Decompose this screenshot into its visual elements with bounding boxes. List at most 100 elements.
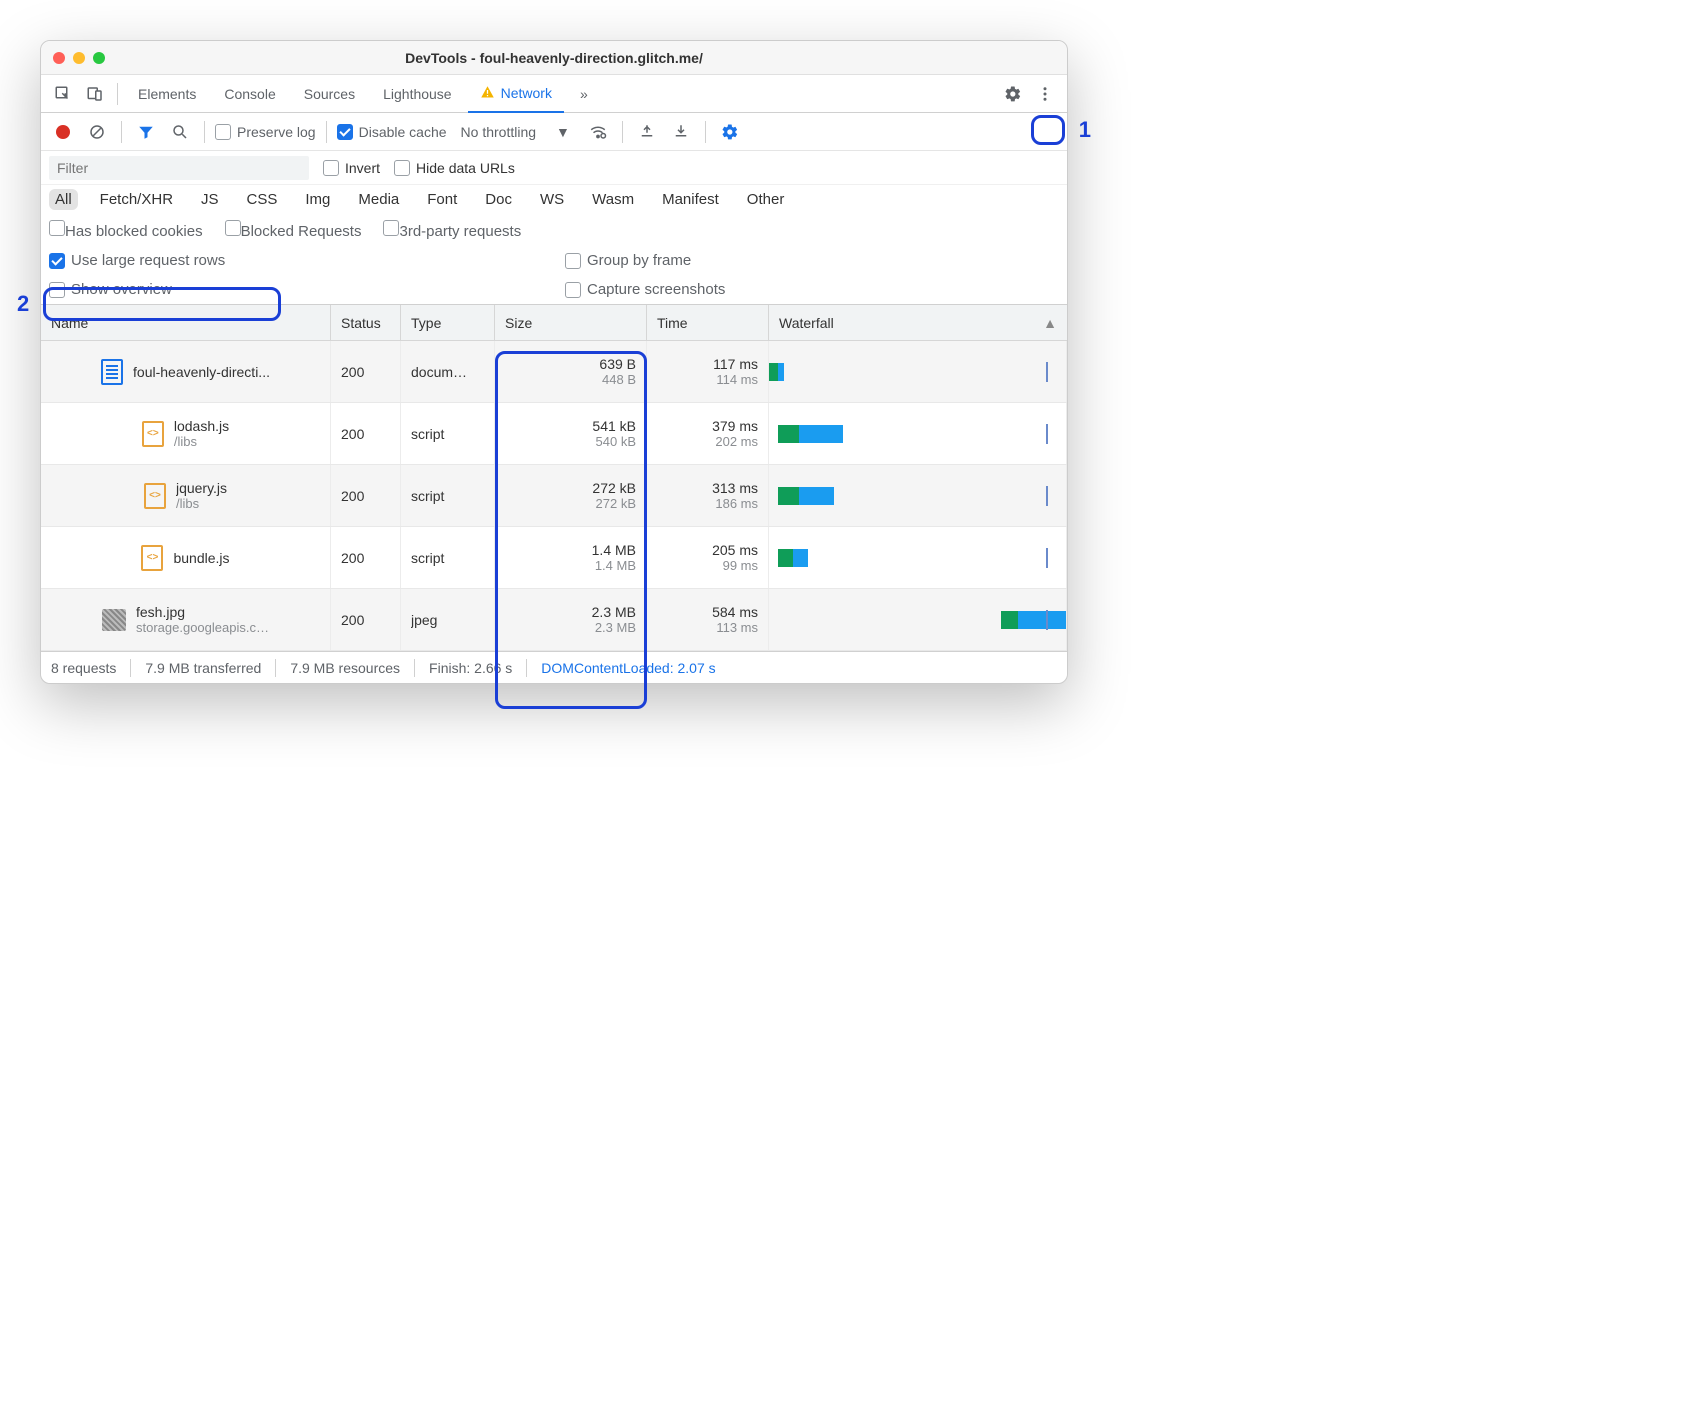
group-by-frame-input[interactable] — [565, 253, 581, 269]
large-rows-input[interactable] — [49, 253, 65, 269]
hide-data-urls-label: Hide data URLs — [416, 160, 515, 176]
col-name[interactable]: Name — [41, 305, 331, 340]
filter-icon[interactable] — [132, 118, 160, 146]
cell-status: 200 — [331, 527, 401, 588]
third-party-checkbox[interactable]: 3rd-party requests — [383, 220, 521, 240]
preserve-log-input[interactable] — [215, 124, 231, 140]
col-status[interactable]: Status — [331, 305, 401, 340]
col-waterfall[interactable]: Waterfall▲ — [769, 305, 1067, 340]
export-har-icon[interactable] — [667, 118, 695, 146]
hide-data-urls-input[interactable] — [394, 160, 410, 176]
dcl-marker — [1046, 548, 1048, 568]
tab-elements[interactable]: Elements — [126, 75, 208, 113]
cell-type: script — [401, 465, 495, 526]
status-transferred: 7.9 MB transferred — [145, 660, 261, 676]
table-body: foul-heavenly-directi...200docum…639 B44… — [41, 341, 1067, 651]
script-icon: <> — [144, 483, 166, 509]
status-finish: Finish: 2.66 s — [429, 660, 512, 676]
dcl-marker — [1046, 610, 1048, 630]
invert-input[interactable] — [323, 160, 339, 176]
clear-icon[interactable] — [83, 118, 111, 146]
settings-icon[interactable] — [999, 80, 1027, 108]
capture-screenshots-input[interactable] — [565, 282, 581, 298]
close-window-button[interactable] — [53, 52, 65, 64]
blocked-cookies-checkbox[interactable]: Has blocked cookies — [49, 220, 203, 240]
disable-cache-input[interactable] — [337, 124, 353, 140]
tab-network[interactable]: Network — [468, 75, 564, 113]
col-time[interactable]: Time — [647, 305, 769, 340]
chip-media[interactable]: Media — [352, 189, 405, 210]
tabs-overflow[interactable]: » — [568, 75, 600, 113]
tab-label: Network — [501, 85, 552, 101]
throttling-select[interactable]: No throttling ▼ — [453, 124, 578, 140]
chip-img[interactable]: Img — [299, 189, 336, 210]
chip-doc[interactable]: Doc — [479, 189, 518, 210]
more-icon[interactable] — [1031, 80, 1059, 108]
tab-sources[interactable]: Sources — [292, 75, 367, 113]
tab-label: Lighthouse — [383, 86, 452, 102]
blocked-cookies-input[interactable] — [49, 220, 65, 236]
chip-manifest[interactable]: Manifest — [656, 189, 725, 210]
col-type[interactable]: Type — [401, 305, 495, 340]
request-path: /libs — [174, 434, 229, 449]
zoom-window-button[interactable] — [93, 52, 105, 64]
col-label: Size — [505, 315, 532, 331]
tab-lighthouse[interactable]: Lighthouse — [371, 75, 464, 113]
device-mode-icon[interactable] — [81, 80, 109, 108]
capture-screenshots-checkbox[interactable]: Capture screenshots — [565, 281, 725, 298]
col-label: Waterfall — [779, 315, 834, 331]
hide-data-urls-checkbox[interactable]: Hide data URLs — [394, 160, 515, 176]
divider — [121, 121, 122, 143]
third-party-input[interactable] — [383, 220, 399, 236]
blocked-requests-input[interactable] — [225, 220, 241, 236]
record-button[interactable] — [49, 118, 77, 146]
tab-console[interactable]: Console — [212, 75, 287, 113]
network-settings-icon[interactable] — [716, 118, 744, 146]
chip-ws[interactable]: WS — [534, 189, 570, 210]
import-har-icon[interactable] — [633, 118, 661, 146]
blocked-requests-checkbox[interactable]: Blocked Requests — [225, 220, 362, 240]
show-overview-label: Show overview — [71, 281, 172, 298]
status-dcl: DOMContentLoaded: 2.07 s — [541, 660, 715, 676]
network-settings-row-2: Show overview Capture screenshots — [41, 275, 1067, 304]
show-overview-checkbox[interactable]: Show overview — [49, 281, 172, 298]
table-row[interactable]: <>bundle.js200script1.4 MB1.4 MB205 ms99… — [41, 527, 1067, 589]
show-overview-input[interactable] — [49, 282, 65, 298]
invert-checkbox[interactable]: Invert — [323, 160, 380, 176]
throttling-value: No throttling — [461, 124, 536, 140]
group-by-frame-checkbox[interactable]: Group by frame — [565, 252, 691, 269]
large-rows-checkbox[interactable]: Use large request rows — [49, 252, 225, 269]
table-row[interactable]: foul-heavenly-directi...200docum…639 B44… — [41, 341, 1067, 403]
cell-status: 200 — [331, 403, 401, 464]
chip-css[interactable]: CSS — [241, 189, 284, 210]
preserve-log-checkbox[interactable]: Preserve log — [215, 124, 316, 140]
network-conditions-icon[interactable] — [584, 118, 612, 146]
divider — [622, 121, 623, 143]
request-name: foul-heavenly-directi... — [133, 364, 270, 380]
divider — [275, 659, 276, 677]
minimize-window-button[interactable] — [73, 52, 85, 64]
divider — [130, 659, 131, 677]
table-row[interactable]: <>lodash.js/libs200script541 kB540 kB379… — [41, 403, 1067, 465]
filter-input[interactable] — [49, 156, 309, 180]
callout-2-label: 2 — [17, 291, 29, 317]
col-size[interactable]: Size — [495, 305, 647, 340]
disable-cache-checkbox[interactable]: Disable cache — [337, 124, 447, 140]
panel-tabs: Elements Console Sources Lighthouse Netw… — [41, 75, 1067, 113]
table-row[interactable]: fesh.jpgstorage.googleapis.c…200jpeg2.3 … — [41, 589, 1067, 651]
chip-other[interactable]: Other — [741, 189, 791, 210]
chip-font[interactable]: Font — [421, 189, 463, 210]
cell-size: 272 kB272 kB — [495, 465, 647, 526]
col-label: Status — [341, 315, 381, 331]
inspect-icon[interactable] — [49, 80, 77, 108]
table-row[interactable]: <>jquery.js/libs200script272 kB272 kB313… — [41, 465, 1067, 527]
divider — [326, 121, 327, 143]
chip-js[interactable]: JS — [195, 189, 225, 210]
chip-all[interactable]: All — [49, 189, 78, 210]
chip-wasm[interactable]: Wasm — [586, 189, 640, 210]
capture-screenshots-label: Capture screenshots — [587, 281, 725, 298]
search-icon[interactable] — [166, 118, 194, 146]
chip-fetch-xhr[interactable]: Fetch/XHR — [94, 189, 179, 210]
table-header: Name Status Type Size Time Waterfall▲ — [41, 305, 1067, 341]
status-resources: 7.9 MB resources — [290, 660, 400, 676]
